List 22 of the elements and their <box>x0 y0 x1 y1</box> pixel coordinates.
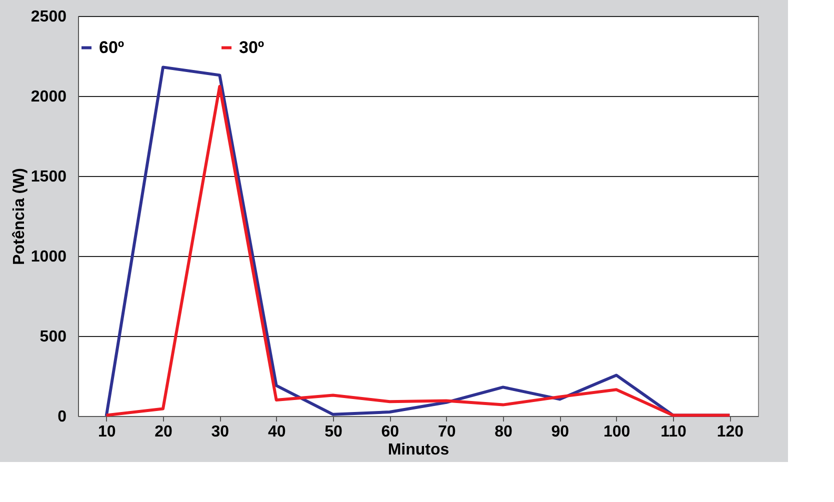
x-tick-label: 80 <box>494 424 512 440</box>
y-tick-label: 2000 <box>30 88 67 106</box>
x-tick-label: 60 <box>381 424 400 440</box>
x-tick-label: 50 <box>324 424 342 440</box>
x-tick-label: 10 <box>98 424 116 440</box>
x-tick-label: 100 <box>603 424 630 440</box>
y-axis-title: Potência (W) <box>10 168 28 265</box>
y-tick-label: 0 <box>58 408 67 426</box>
y-tick-label: 1500 <box>30 168 67 186</box>
y-tick-label: 500 <box>40 328 67 346</box>
x-tick-label: 30 <box>211 424 230 440</box>
x-tick-label: 20 <box>154 424 172 440</box>
x-tick-label: 40 <box>268 424 286 440</box>
legend-label: 30º <box>239 38 264 57</box>
y-tick-label: 2500 <box>30 8 67 26</box>
legend-label: 60º <box>99 38 124 57</box>
x-tick-label: 120 <box>716 424 744 440</box>
y-tick-label: 1000 <box>30 248 67 266</box>
x-axis-title: Minutos <box>388 442 450 458</box>
x-tick-label: 70 <box>438 424 456 440</box>
x-tick-label: 90 <box>551 424 570 440</box>
x-tick-label: 110 <box>660 424 687 440</box>
